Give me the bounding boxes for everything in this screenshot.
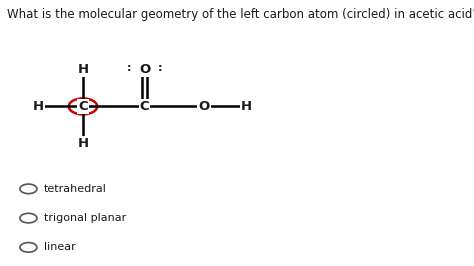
Text: C: C: [140, 100, 149, 113]
Text: linear: linear: [44, 242, 76, 252]
Text: :: :: [127, 63, 132, 73]
Text: trigonal planar: trigonal planar: [44, 213, 127, 223]
Text: What is the molecular geometry of the left carbon atom (circled) in acetic acid?: What is the molecular geometry of the le…: [7, 8, 474, 21]
Text: H: H: [241, 100, 252, 113]
Text: O: O: [139, 63, 150, 76]
Text: :: :: [157, 63, 162, 73]
Text: H: H: [32, 100, 44, 113]
Text: H: H: [77, 63, 89, 76]
Text: tetrahedral: tetrahedral: [44, 184, 107, 194]
Text: O: O: [198, 100, 210, 113]
Text: H: H: [77, 137, 89, 150]
Text: C: C: [78, 100, 88, 113]
